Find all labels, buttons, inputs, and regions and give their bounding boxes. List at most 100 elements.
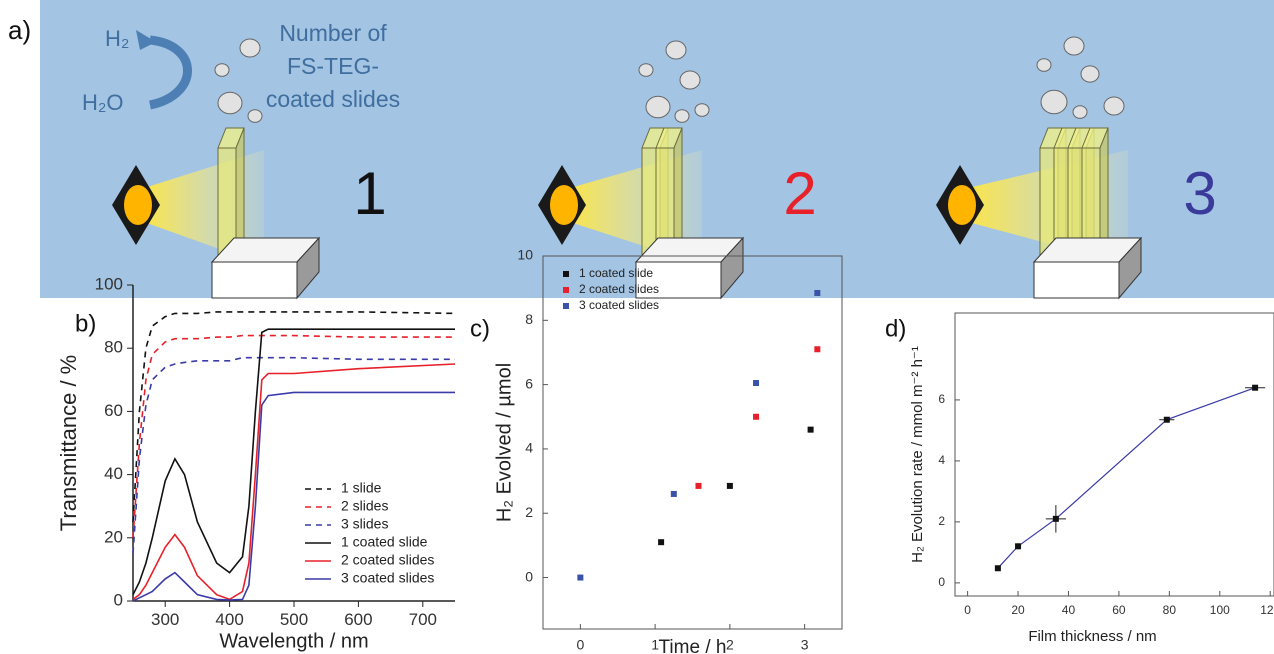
y-tick-label: 40 — [104, 464, 123, 483]
y-tick-label: 8 — [525, 311, 533, 327]
x-tick-label: 1 — [651, 636, 659, 652]
legend-label: 2 slides — [341, 498, 388, 514]
x-tick-label: 400 — [215, 610, 243, 629]
slide-count: 2 — [783, 160, 816, 227]
y-tick-label: 60 — [104, 401, 123, 420]
bubble — [1072, 105, 1088, 119]
slide-count: 3 — [1183, 160, 1216, 227]
reaction-arrow — [148, 35, 192, 110]
point — [807, 426, 814, 433]
data-line — [132, 334, 455, 538]
panel-label: b) — [75, 310, 96, 337]
x-tick-label: 700 — [409, 610, 437, 629]
x-axis-title: Film thickness / nm — [1028, 628, 1156, 645]
data-line — [132, 328, 455, 596]
bubble — [1063, 36, 1085, 56]
legend-label: 1 coated slide — [579, 266, 653, 280]
point — [670, 490, 677, 497]
x-tick-label: 100 — [1210, 603, 1230, 617]
plot-frame — [542, 255, 843, 630]
base — [1033, 261, 1120, 299]
x-tick-label: 2 — [726, 636, 734, 652]
illustration — [112, 36, 1143, 300]
legend-label: 3 coated slides — [579, 298, 659, 312]
panel-label: a) — [8, 15, 31, 45]
arrow-head — [136, 30, 156, 50]
legend-marker — [563, 287, 569, 293]
data-line — [132, 391, 455, 602]
y-tick-label: 10 — [517, 247, 533, 263]
bubble — [1040, 89, 1068, 115]
y-tick-label: 0 — [938, 575, 945, 589]
bubble — [665, 40, 687, 60]
bubble — [1036, 58, 1052, 72]
bubble — [214, 63, 230, 77]
legend-label: 2 coated slides — [579, 282, 659, 296]
bubble — [679, 70, 701, 90]
x-tick-label: 600 — [344, 610, 372, 629]
bubble — [694, 103, 710, 117]
point — [726, 482, 733, 489]
x-tick-label: 40 — [1062, 603, 1076, 617]
legend-label: 1 slide — [341, 480, 382, 496]
slide-count: 1 — [353, 160, 386, 227]
plot-frame — [954, 312, 1274, 597]
point — [1015, 543, 1022, 550]
base — [211, 261, 298, 299]
bubble — [638, 63, 654, 77]
legend-label: 1 coated slide — [341, 534, 428, 550]
legend-label: 3 coated slides — [341, 570, 434, 586]
caption-line: coated slides — [266, 86, 400, 112]
x-tick-label: 60 — [1112, 603, 1126, 617]
caption-line: Number of — [279, 20, 387, 46]
x-tick-label: 3 — [801, 636, 809, 652]
product-label: H₂ — [105, 26, 129, 51]
bubble — [645, 95, 671, 119]
y-tick-label: 6 — [938, 392, 945, 406]
y-tick-label: 80 — [104, 338, 123, 357]
lamp-bulb — [550, 185, 578, 225]
x-tick-label: 0 — [964, 603, 971, 617]
x-axis-title: Wavelength / nm — [219, 630, 368, 652]
reactant-label: H₂O — [82, 90, 124, 115]
point — [753, 413, 760, 420]
x-axis-title: Time / h — [659, 637, 727, 654]
bubble — [217, 91, 243, 115]
y-tick-label: 0 — [525, 568, 533, 584]
y-tick-label: 100 — [95, 274, 123, 293]
y-tick-label: 4 — [938, 453, 945, 467]
x-tick-label: 20 — [1011, 603, 1025, 617]
bubble — [247, 109, 263, 123]
x-tick-label: 300 — [151, 610, 179, 629]
point — [1252, 384, 1259, 391]
bubble — [1080, 65, 1100, 83]
data-line — [132, 356, 455, 554]
point — [994, 565, 1001, 572]
point — [814, 289, 821, 296]
point — [1052, 515, 1059, 522]
point — [1163, 416, 1170, 423]
lamp-bulb — [124, 185, 152, 225]
legend-marker — [563, 303, 569, 309]
point — [577, 574, 584, 581]
panel-label: d) — [885, 315, 906, 342]
legend-marker — [563, 271, 569, 277]
y-axis-title: H₂ Evolved / µmol — [493, 363, 515, 522]
point — [814, 346, 821, 353]
y-axis-title: H₂ Evolution rate / mmol m⁻² h⁻¹ — [909, 346, 926, 563]
y-tick-label: 2 — [525, 504, 533, 520]
x-tick-label: 80 — [1163, 603, 1177, 617]
y-tick-label: 20 — [104, 527, 123, 546]
y-tick-label: 6 — [525, 375, 533, 391]
x-tick-label: 120 — [1260, 603, 1274, 617]
x-tick-label: 500 — [280, 610, 308, 629]
data-line — [997, 387, 1256, 569]
y-axis-title: Transmittance / % — [56, 355, 81, 531]
y-tick-label: 0 — [114, 590, 123, 609]
point — [695, 482, 702, 489]
base — [635, 261, 722, 299]
panel-label: c) — [470, 315, 490, 342]
data-line — [132, 363, 456, 601]
caption-line: FS-TEG- — [287, 53, 379, 79]
